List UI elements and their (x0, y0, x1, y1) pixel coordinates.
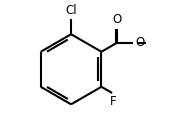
Text: Cl: Cl (65, 4, 77, 17)
Text: F: F (110, 95, 116, 108)
Text: O: O (112, 13, 122, 26)
Text: O: O (135, 36, 145, 49)
